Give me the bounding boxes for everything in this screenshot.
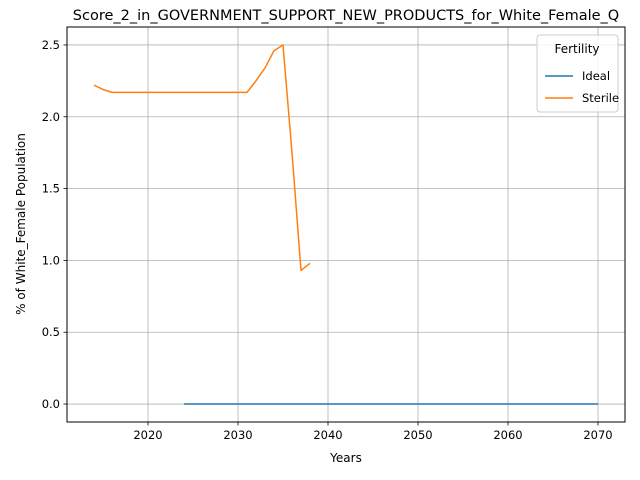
chart-title: Score_2_in_GOVERNMENT_SUPPORT_NEW_PRODUC… xyxy=(73,8,619,24)
x-tick-label: 2060 xyxy=(493,428,522,442)
y-tick-label: 0.0 xyxy=(42,397,60,411)
y-tick-label: 1.5 xyxy=(42,182,60,196)
x-tick-label: 2040 xyxy=(313,428,342,442)
legend-label-ideal: Ideal xyxy=(582,69,610,83)
legend-label-sterile: Sterile xyxy=(582,91,619,105)
y-tick-label: 2.0 xyxy=(42,110,60,124)
x-tick-label: 2070 xyxy=(583,428,612,442)
x-tick-label: 2050 xyxy=(403,428,432,442)
legend: Fertility Ideal Sterile xyxy=(537,35,619,112)
legend-title: Fertility xyxy=(554,42,599,56)
y-tick-label: 2.5 xyxy=(42,38,60,52)
y-tick-label: 1.0 xyxy=(42,253,60,267)
x-axis-label: Years xyxy=(329,451,362,465)
x-tick-label: 2030 xyxy=(223,428,252,442)
y-tick-label: 0.5 xyxy=(42,325,60,339)
x-tick-label: 2020 xyxy=(133,428,162,442)
y-axis-label: % of White_Female Population xyxy=(14,133,28,315)
